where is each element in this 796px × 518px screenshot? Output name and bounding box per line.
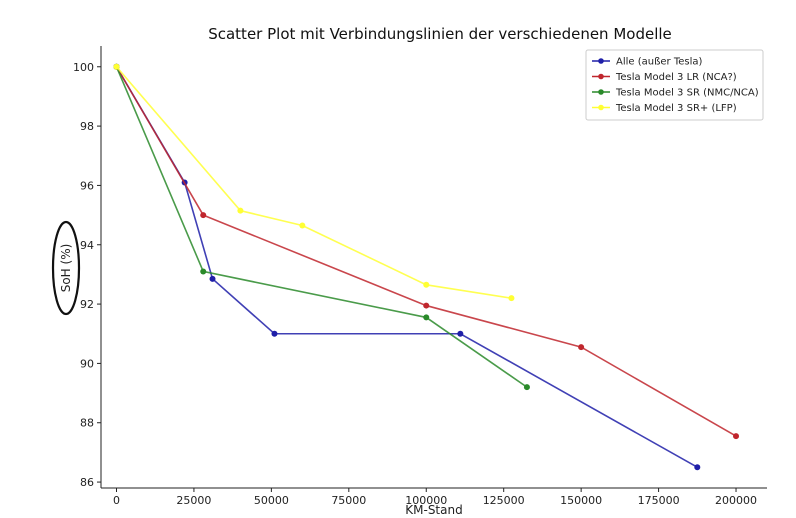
x-tick-label: 125000 (483, 494, 525, 507)
x-tick-label: 175000 (638, 494, 680, 507)
data-point (271, 330, 278, 337)
x-tick-label: 75000 (331, 494, 366, 507)
legend-marker (598, 104, 604, 111)
data-point (733, 433, 740, 440)
series-line (115, 66, 528, 388)
series-3 (113, 63, 530, 391)
series-line (115, 66, 512, 299)
axes (100, 46, 767, 489)
y-tick-label: 94 (80, 239, 94, 252)
y-ticks: 86 88 90 92 94 96 98 100 (73, 61, 101, 489)
data-point (209, 275, 216, 282)
chart-title: Scatter Plot mit Verbindungslinien der v… (208, 25, 672, 43)
legend-item: Tesla Model 3 SR (NMC/NCA) (592, 88, 759, 99)
y-tick-label: 88 (80, 417, 94, 430)
y-tick-label: 96 (80, 179, 94, 192)
legend-item: Alle (außer Tesla) (592, 57, 703, 68)
legend: Alle (außer Tesla) Tesla Model 3 LR (NCA?… (585, 49, 764, 121)
x-tick-label: 50000 (254, 494, 289, 507)
data-point (299, 222, 306, 229)
x-tick-label: 25000 (176, 494, 211, 507)
data-point (200, 268, 207, 275)
data-point (237, 207, 244, 214)
legend-label: Alle (außer Tesla) (616, 57, 703, 68)
y-tick-label: 92 (80, 298, 94, 311)
data-point (578, 344, 585, 351)
x-tick-label: 100000 (405, 494, 447, 507)
data-point (423, 281, 430, 288)
y-tick-label: 100 (73, 61, 94, 74)
data-point (113, 63, 120, 70)
data-point (523, 384, 530, 391)
data-point (423, 314, 430, 321)
series-layer (113, 63, 740, 471)
y-tick-label: 90 (80, 357, 94, 370)
legend-label: Tesla Model 3 SR (NMC/NCA) (615, 88, 759, 99)
legend-label: Tesla Model 3 SR+ (LFP) (615, 103, 737, 114)
legend-box (585, 49, 764, 121)
legend-label: Tesla Model 3 LR (NCA?) (615, 72, 737, 83)
legend-item: Tesla Model 3 SR+ (LFP) (592, 103, 737, 114)
legend-marker (598, 89, 604, 95)
data-point (457, 330, 464, 337)
x-tick-label: 200000 (715, 494, 757, 507)
series-line (115, 66, 737, 437)
x-axis-label: KM-Stand (405, 503, 462, 517)
y-axis-label: SoH (%) (59, 244, 73, 293)
legend-marker (598, 58, 604, 64)
legend-item: Tesla Model 3 LR (NCA?) (592, 72, 737, 83)
series-4 (113, 63, 515, 302)
x-ticks: 0 25000 50000 75000 100000 125000 150000 175000… (113, 488, 757, 507)
x-tick-label: 0 (113, 494, 120, 507)
data-point (508, 295, 515, 302)
data-point (200, 212, 207, 219)
legend-marker (598, 73, 604, 80)
y-tick-label: 98 (80, 120, 94, 133)
series-line (115, 66, 698, 468)
x-tick-label: 150000 (560, 494, 602, 507)
data-point (423, 302, 430, 309)
ylabel-highlight-ellipse (51, 220, 81, 316)
y-tick-label: 86 (80, 476, 94, 489)
data-point (694, 464, 701, 471)
